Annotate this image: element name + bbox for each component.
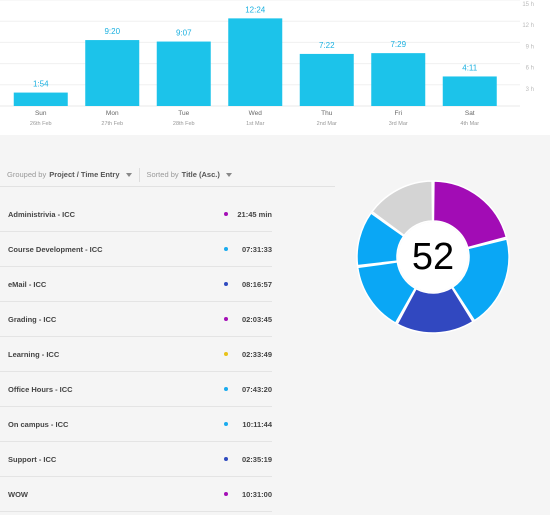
entry-duration: 21:45 min — [237, 209, 272, 219]
project-entries-list: Administrivia - ICC 21:45 min Course Dev… — [0, 197, 272, 512]
entry-title: Administrivia - ICC — [8, 209, 76, 219]
x-tick-day-label: Thu — [321, 110, 333, 117]
donut-center-number: 52 — [411, 235, 455, 278]
entry-title: Office Hours - ICC — [8, 384, 73, 394]
y-tick-label: 9 h — [526, 44, 534, 50]
bar-thu[interactable] — [299, 53, 354, 106]
list-item[interactable]: Administrivia - ICC 21:45 min — [0, 197, 272, 232]
x-tick-day-label: Sat — [465, 110, 475, 117]
bar-chart-svg: 15 h 12 h 9 h 6 h 3 h 1:54 Sun 26th Feb 9:20 Mon 2… — [0, 0, 534, 127]
entry-title: Learning - ICC — [8, 349, 60, 359]
entry-title: WOW — [8, 489, 28, 499]
x-tick-date-label: 26th Feb — [30, 121, 52, 127]
donut-slice[interactable] — [371, 180, 434, 237]
entry-color-dot-icon — [224, 457, 228, 461]
entry-title: Course Development - ICC — [8, 244, 103, 254]
bar-wed[interactable] — [228, 18, 283, 106]
entry-title: On campus - ICC — [8, 419, 69, 429]
entry-duration: 07:31:33 — [241, 244, 272, 254]
bar-value-label: 1:54 — [33, 80, 49, 89]
list-item[interactable]: Course Development - ICC 07:31:33 — [0, 232, 272, 267]
list-item[interactable]: Grading - ICC 02:03:45 — [0, 302, 272, 337]
bar-value-label: 7:22 — [319, 41, 335, 50]
donut-slice[interactable] — [432, 180, 508, 249]
daily-hours-chart: 15 h 12 h 9 h 6 h 3 h 1:54 Sun 26th Feb 9:20 Mon 2… — [0, 0, 550, 135]
bar-value-label: 4:11 — [462, 63, 478, 72]
bar-sat[interactable] — [442, 76, 497, 106]
y-tick-label: 15 h — [522, 2, 534, 8]
toolbar-divider — [138, 167, 140, 182]
project-donut-chart: 52 — [355, 179, 511, 335]
entry-color-dot-icon — [224, 212, 228, 216]
list-item[interactable]: Support - ICC 02:35:19 — [0, 442, 272, 477]
sort-by-label: Sorted by — [146, 170, 179, 179]
x-tick-date-label: 3rd Mar — [389, 121, 408, 127]
bar-mon[interactable] — [85, 40, 140, 106]
donut-slice[interactable] — [451, 238, 510, 322]
entry-duration: 10:11:44 — [242, 419, 272, 429]
entry-title: eMail - ICC — [8, 279, 47, 289]
sort-by-dropdown[interactable]: Sorted by Title (Asc.) — [147, 163, 232, 187]
x-tick-day-label: Tue — [178, 110, 189, 117]
donut-hole — [398, 222, 468, 292]
y-tick-label: 6 h — [526, 66, 534, 72]
x-tick-day-label: Wed — [249, 110, 263, 117]
bar-sun[interactable] — [13, 92, 68, 106]
x-tick-day-label: Mon — [106, 110, 119, 117]
entry-duration: 07:43:20 — [241, 384, 272, 394]
group-by-value: Project / Time Entry — [49, 170, 120, 179]
donut-svg — [356, 180, 510, 334]
entry-color-dot-icon — [224, 247, 228, 251]
list-item[interactable]: Learning - ICC 02:33:49 — [0, 337, 272, 372]
entry-title: Support - ICC — [8, 454, 57, 464]
donut-slice[interactable] — [356, 212, 405, 267]
entry-duration: 02:03:45 — [241, 314, 272, 324]
x-tick-date-label: 4th Mar — [460, 121, 479, 127]
entry-color-dot-icon — [224, 387, 228, 391]
sort-by-value: Title (Asc.) — [181, 170, 220, 179]
entry-title: Grading - ICC — [8, 314, 57, 324]
donut-slice[interactable] — [396, 286, 474, 334]
bar-fri[interactable] — [371, 53, 426, 106]
list-item[interactable]: WOW 10:31:00 — [0, 477, 272, 512]
list-item[interactable]: On campus - ICC 10:11:44 — [0, 407, 272, 442]
list-item[interactable]: eMail - ICC 08:16:57 — [0, 267, 272, 302]
entry-duration: 08:16:57 — [241, 279, 272, 289]
bar-value-label: 9:07 — [176, 29, 192, 38]
bar-value-label: 9:20 — [104, 27, 120, 36]
x-tick-date-label: 2nd Mar — [317, 121, 337, 127]
donut-slice[interactable] — [356, 261, 417, 325]
list-item[interactable]: Office Hours - ICC 07:43:20 — [0, 372, 272, 407]
x-tick-day-label: Fri — [394, 110, 402, 117]
entry-duration: 02:33:49 — [241, 349, 272, 359]
x-tick-date-label: 27th Feb — [101, 121, 123, 127]
entry-duration: 10:31:00 — [241, 489, 272, 499]
bar-value-label: 12:24 — [245, 5, 266, 14]
group-by-label: Grouped by — [7, 170, 47, 179]
entry-color-dot-icon — [224, 492, 228, 496]
entry-color-dot-icon — [224, 422, 228, 426]
x-tick-date-label: 1st Mar — [246, 121, 265, 127]
group-by-caret-icon — [125, 172, 132, 177]
sort-by-caret-icon — [225, 172, 232, 177]
bar-value-label: 7:29 — [390, 40, 406, 49]
bar-tue[interactable] — [156, 41, 211, 106]
y-tick-label: 12 h — [522, 23, 534, 29]
entry-duration: 02:35:19 — [241, 454, 272, 464]
entry-color-dot-icon — [224, 282, 228, 286]
entry-color-dot-icon — [224, 352, 228, 356]
entry-color-dot-icon — [224, 317, 228, 321]
y-tick-label: 3 h — [526, 87, 534, 93]
x-tick-day-label: Sun — [35, 110, 47, 117]
group-by-dropdown[interactable]: Grouped by Project / Time Entry — [7, 163, 132, 187]
grouping-toolbar: Grouped by Project / Time Entry Sorted b… — [0, 163, 335, 187]
x-tick-date-label: 28th Feb — [173, 121, 195, 127]
